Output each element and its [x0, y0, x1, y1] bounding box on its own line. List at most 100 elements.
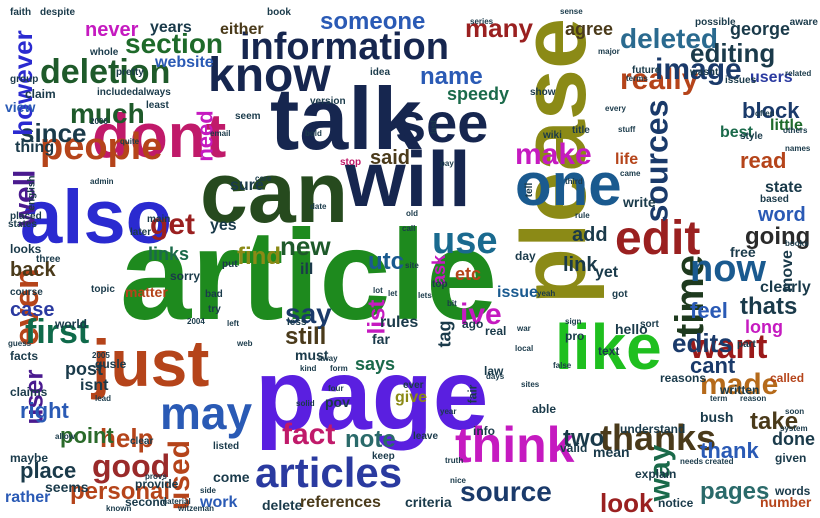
word-notice: notice — [658, 496, 694, 510]
word-despite: despite — [40, 7, 76, 18]
word-right: right — [20, 398, 69, 423]
word-work: work — [200, 494, 238, 511]
word-back: back — [10, 259, 56, 281]
word-always: always — [138, 87, 171, 98]
word-help: help — [100, 423, 154, 453]
word-come: come — [213, 469, 250, 485]
word-email: email — [210, 129, 231, 138]
word-never: never — [85, 19, 139, 41]
word-edits: edits — [672, 328, 733, 358]
word-stop: stop — [340, 157, 362, 168]
word-ill: ill — [300, 261, 314, 278]
word-group: group — [10, 74, 39, 85]
word-2006: 2006 — [90, 117, 108, 126]
word-good: good — [92, 448, 171, 484]
word-give: give — [395, 389, 428, 406]
word-feel: feel — [690, 298, 728, 323]
word-ago: ago — [462, 317, 484, 331]
word-add: add — [572, 224, 608, 246]
word-rules: rules — [380, 314, 419, 331]
word-faith: faith — [10, 7, 32, 18]
word-placed: placed — [10, 211, 42, 222]
word-fair: fair — [465, 385, 479, 404]
word-since: since — [20, 118, 87, 148]
word-side: side — [200, 486, 217, 495]
word-know: know — [208, 49, 331, 102]
word-site: site — [405, 261, 419, 270]
word-yet: yet — [595, 264, 619, 281]
word-lead: lead — [95, 394, 112, 403]
word-whole: whole — [90, 47, 119, 58]
word-issue: issue — [497, 284, 538, 301]
word-2005: 2005 — [92, 351, 110, 360]
word-read: read — [740, 148, 787, 173]
word-see: see — [395, 91, 489, 154]
word-wasnt: wasnt — [690, 67, 719, 78]
word-source: source — [460, 476, 552, 507]
word-later: later — [130, 227, 152, 238]
word-local: local — [515, 344, 534, 353]
word-done: done — [772, 429, 815, 449]
word-editing: editing — [690, 38, 776, 68]
word-term: term — [710, 394, 728, 403]
word-will: will — [345, 135, 471, 223]
word-book: book — [267, 7, 291, 18]
word-deleted: deleted — [620, 23, 719, 54]
word-allow: allow — [55, 432, 76, 441]
word-days: days — [486, 372, 505, 381]
word-top: top — [432, 279, 448, 290]
word-talk: talk — [270, 69, 422, 168]
word-isnt: isnt — [80, 377, 109, 394]
word-topic: topic — [91, 284, 115, 295]
word-point: point — [60, 423, 114, 448]
word-bold: bold — [305, 129, 322, 138]
word-section: section — [125, 28, 224, 59]
word-first: first — [25, 313, 90, 351]
word-let: let — [388, 289, 398, 298]
word-words: words — [775, 484, 811, 498]
word-users: users — [750, 69, 793, 86]
word-word: word — [758, 204, 806, 226]
word-like: like — [555, 311, 662, 383]
word-away: away — [318, 354, 338, 363]
word-aware: aware — [789, 17, 818, 28]
word-part: part — [737, 339, 756, 350]
word-can: can — [200, 145, 349, 241]
word-provide: provide — [135, 477, 179, 491]
word-soon: soon — [785, 407, 805, 416]
word-bush: bush — [700, 409, 734, 425]
word-pov: pov — [325, 394, 350, 410]
word-system: system — [780, 424, 808, 433]
word-seem: seem — [235, 111, 261, 122]
word-year: year — [440, 407, 457, 416]
word-people: people — [40, 126, 163, 168]
word-law: law — [484, 364, 504, 378]
word-pretty: pretty — [116, 67, 144, 78]
word-kind: kind — [300, 364, 317, 373]
word-case: case — [10, 299, 55, 321]
word-really: really — [620, 63, 699, 96]
word-thing: thing — [15, 139, 55, 156]
word-take: take — [750, 408, 799, 435]
word-left: left — [227, 319, 239, 328]
word-related: related — [785, 69, 812, 78]
word-lot: lot — [373, 286, 383, 295]
word-able: able — [532, 402, 557, 416]
word-utc: utc — [368, 248, 404, 275]
word-articles: articles — [255, 449, 403, 496]
word-date: date — [310, 202, 327, 211]
word-sort: sort — [640, 319, 659, 330]
word-use: use — [432, 220, 498, 262]
word-states: states — [8, 219, 37, 230]
word-link: link — [563, 254, 598, 276]
word-known: known — [106, 504, 132, 513]
word-often: often — [755, 109, 775, 118]
word-claim: claim — [25, 87, 56, 101]
word-now: now — [690, 248, 766, 290]
word-show: show — [530, 87, 556, 98]
word-understand: understand — [620, 422, 686, 436]
word-material: material — [160, 497, 191, 506]
word-thanks: thanks — [600, 417, 717, 458]
word-information: information — [240, 26, 449, 68]
word-years: years — [150, 19, 192, 36]
